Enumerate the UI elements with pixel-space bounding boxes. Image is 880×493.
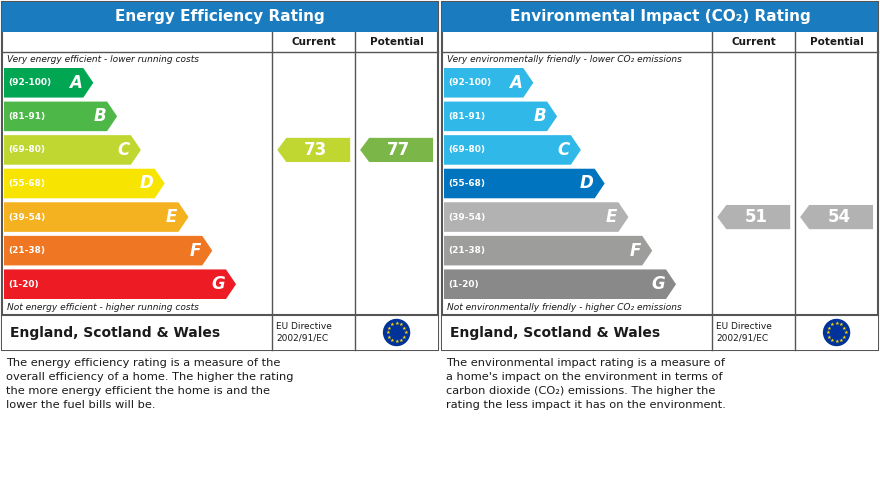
Text: England, Scotland & Wales: England, Scotland & Wales — [450, 325, 660, 340]
Polygon shape — [4, 169, 165, 198]
Text: (81-91): (81-91) — [8, 112, 45, 121]
Polygon shape — [444, 270, 676, 299]
Text: Not energy efficient - higher running costs: Not energy efficient - higher running co… — [7, 304, 199, 313]
Text: C: C — [118, 141, 130, 159]
Text: ★: ★ — [402, 334, 407, 340]
Text: 77: 77 — [387, 141, 410, 159]
Text: ★: ★ — [394, 339, 399, 344]
Text: ★: ★ — [390, 338, 394, 343]
Text: ★: ★ — [834, 321, 839, 326]
Text: England, Scotland & Wales: England, Scotland & Wales — [10, 325, 220, 340]
Polygon shape — [4, 135, 141, 165]
Text: ★: ★ — [830, 322, 834, 327]
Text: (69-80): (69-80) — [8, 145, 45, 154]
Text: F: F — [190, 242, 202, 260]
Text: ★: ★ — [839, 322, 843, 327]
Text: ★: ★ — [403, 330, 408, 335]
Text: (21-38): (21-38) — [8, 246, 45, 255]
Circle shape — [824, 319, 849, 346]
Circle shape — [384, 319, 409, 346]
Text: B: B — [93, 107, 106, 125]
Text: (81-91): (81-91) — [448, 112, 485, 121]
Polygon shape — [444, 236, 652, 265]
Bar — [442, 2, 878, 350]
Bar — [442, 315, 878, 350]
Text: A: A — [70, 74, 83, 92]
Bar — [2, 315, 438, 350]
Polygon shape — [4, 236, 212, 265]
Text: The energy efficiency rating is a measure of the
overall efficiency of a home. T: The energy efficiency rating is a measur… — [6, 358, 294, 410]
Text: Potential: Potential — [810, 37, 863, 47]
Text: G: G — [211, 275, 225, 293]
Text: G: G — [651, 275, 665, 293]
Text: (1-20): (1-20) — [8, 280, 39, 289]
Polygon shape — [360, 138, 433, 162]
Text: C: C — [558, 141, 570, 159]
Text: ★: ★ — [842, 325, 847, 330]
Text: ★: ★ — [394, 321, 399, 326]
Polygon shape — [444, 135, 581, 165]
Text: Energy Efficiency Rating: Energy Efficiency Rating — [115, 9, 325, 25]
Text: ★: ★ — [386, 334, 392, 340]
Text: ★: ★ — [399, 338, 403, 343]
Text: (1-20): (1-20) — [448, 280, 479, 289]
Text: D: D — [140, 175, 154, 192]
Text: E: E — [166, 208, 178, 226]
Text: E: E — [606, 208, 618, 226]
Text: A: A — [510, 74, 523, 92]
Text: Current: Current — [291, 37, 336, 47]
Bar — [442, 2, 878, 32]
Text: EU Directive
2002/91/EC: EU Directive 2002/91/EC — [276, 322, 332, 343]
Text: (55-68): (55-68) — [8, 179, 45, 188]
Text: EU Directive
2002/91/EC: EU Directive 2002/91/EC — [716, 322, 772, 343]
Polygon shape — [717, 205, 790, 229]
Text: (69-80): (69-80) — [448, 145, 485, 154]
Text: ★: ★ — [399, 322, 403, 327]
Text: (55-68): (55-68) — [448, 179, 485, 188]
Text: D: D — [580, 175, 594, 192]
Text: (21-38): (21-38) — [448, 246, 485, 255]
Text: ★: ★ — [826, 334, 832, 340]
Text: ★: ★ — [830, 338, 834, 343]
Text: Very energy efficient - lower running costs: Very energy efficient - lower running co… — [7, 55, 199, 64]
Text: F: F — [630, 242, 642, 260]
Text: 54: 54 — [827, 208, 850, 226]
Text: The environmental impact rating is a measure of
a home's impact on the environme: The environmental impact rating is a mea… — [446, 358, 726, 410]
Text: (39-54): (39-54) — [448, 212, 485, 221]
Polygon shape — [4, 102, 117, 131]
Text: ★: ★ — [402, 325, 407, 330]
Text: B: B — [533, 107, 546, 125]
Polygon shape — [4, 202, 188, 232]
Text: Not environmentally friendly - higher CO₂ emissions: Not environmentally friendly - higher CO… — [447, 304, 682, 313]
Polygon shape — [444, 202, 628, 232]
Polygon shape — [444, 68, 533, 98]
Text: ★: ★ — [386, 325, 392, 330]
Text: ★: ★ — [385, 330, 390, 335]
Text: Current: Current — [731, 37, 776, 47]
Text: 73: 73 — [304, 141, 327, 159]
Text: Environmental Impact (CO₂) Rating: Environmental Impact (CO₂) Rating — [510, 9, 810, 25]
Text: Very environmentally friendly - lower CO₂ emissions: Very environmentally friendly - lower CO… — [447, 55, 682, 64]
Polygon shape — [800, 205, 873, 229]
Text: (92-100): (92-100) — [8, 78, 51, 87]
Text: ★: ★ — [842, 334, 847, 340]
Polygon shape — [4, 68, 93, 98]
Text: ★: ★ — [834, 339, 839, 344]
Text: ★: ★ — [843, 330, 848, 335]
Text: ★: ★ — [825, 330, 830, 335]
Polygon shape — [444, 169, 605, 198]
Bar — [2, 2, 438, 350]
Bar — [2, 2, 438, 32]
Text: (92-100): (92-100) — [448, 78, 491, 87]
Text: (39-54): (39-54) — [8, 212, 45, 221]
Polygon shape — [277, 138, 350, 162]
Polygon shape — [4, 270, 236, 299]
Text: ★: ★ — [390, 322, 394, 327]
Text: ★: ★ — [839, 338, 843, 343]
Text: Potential: Potential — [370, 37, 423, 47]
Polygon shape — [444, 102, 557, 131]
Text: ★: ★ — [826, 325, 832, 330]
Text: 51: 51 — [744, 208, 767, 226]
